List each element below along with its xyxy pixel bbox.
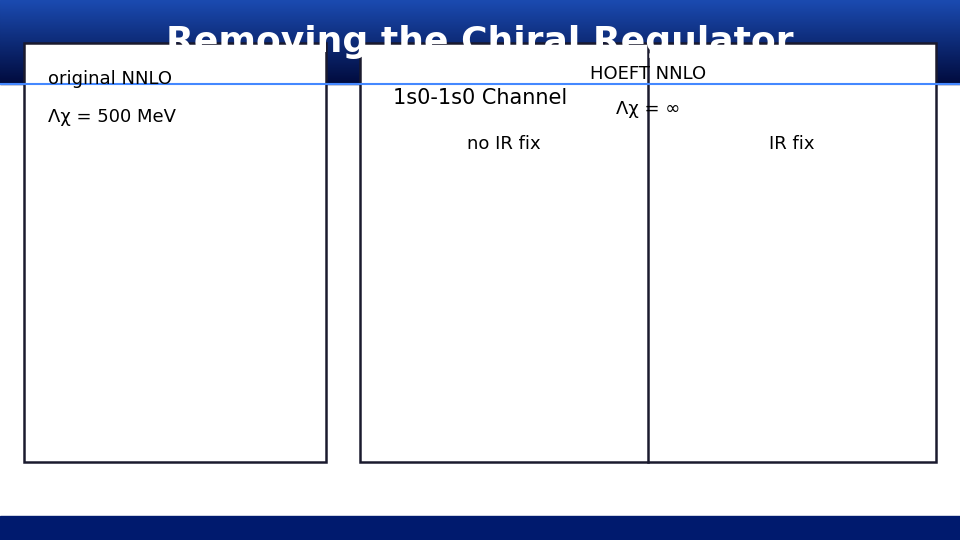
- Text: no IR fix: no IR fix: [468, 135, 540, 153]
- Text: 1s0-1s0 Channel: 1s0-1s0 Channel: [393, 88, 567, 108]
- Text: HOEFT NNLO: HOEFT NNLO: [590, 65, 706, 83]
- Bar: [0, 516, 960, 540]
- Bar: [24, 43, 326, 462]
- Text: IR fix: IR fix: [769, 135, 815, 153]
- Text: original NNLO: original NNLO: [48, 70, 172, 88]
- Bar: [360, 43, 936, 462]
- Text: Removing the Chiral Regulator: Removing the Chiral Regulator: [166, 25, 794, 59]
- Text: Λχ = 500 MeV: Λχ = 500 MeV: [48, 108, 176, 126]
- Text: Λχ = ∞: Λχ = ∞: [616, 100, 680, 118]
